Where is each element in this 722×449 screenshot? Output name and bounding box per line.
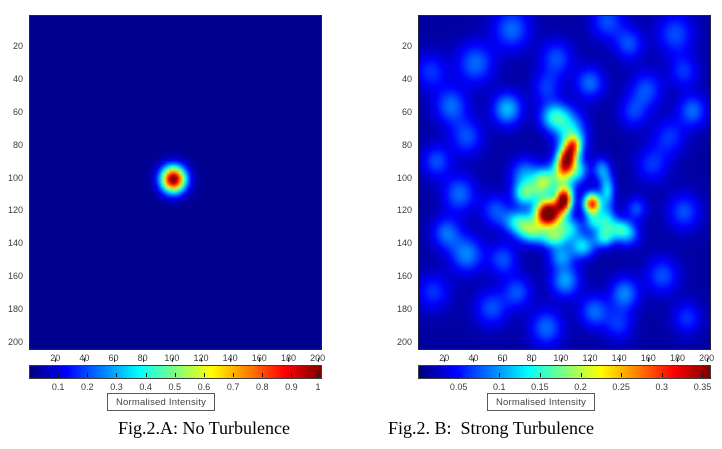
y-tick-label: 20 [401, 41, 412, 52]
colorbar-tick-label: 0.1 [51, 382, 65, 392]
colorbar-tick-label: 0.25 [612, 382, 630, 392]
x-tick-mark [171, 358, 173, 362]
colorbar-tick-label: 1 [315, 382, 321, 392]
x-tick-mark [84, 358, 86, 362]
caption-fig-a: Fig.2.A: No Turbulence [118, 418, 291, 438]
y-tick-label: 120 [396, 205, 412, 216]
colorbar-tick-label: 0.7 [226, 382, 240, 392]
y-tick-label: 180 [7, 303, 23, 314]
colorbar-tick-mark [291, 373, 293, 377]
y-tick-label: 160 [7, 271, 23, 282]
x-tick-mark [590, 358, 591, 362]
colorbar-tick-mark [87, 373, 89, 377]
x-tick-mark [142, 358, 144, 362]
heatmap-plot-a [29, 15, 322, 350]
colorbar-tick-mark [145, 373, 147, 377]
x-tick-mark [113, 358, 115, 362]
colorbar-tick-label: 0.05 [449, 382, 468, 392]
colorbar-tick-mark [233, 373, 235, 377]
colorbar-tick-label: 0.3 [655, 382, 669, 392]
colorbar-tick-label: 0.35 [693, 382, 712, 392]
x-tick-mark [201, 358, 202, 362]
colorbar-tick-label: 0.15 [531, 382, 549, 392]
colorbar-tick-mark [318, 373, 319, 377]
y-tick-label: 140 [7, 238, 23, 249]
colorbar-tick-label: 0.2 [81, 382, 94, 392]
caption-fig-b: Fig.2. B: Strong Turbulence [388, 418, 595, 438]
colorbar-tick-mark [621, 373, 623, 377]
colorbar-tick-mark [174, 373, 176, 377]
y-tick-label: 140 [396, 238, 412, 249]
x-tick-mark [648, 358, 650, 362]
y-tick-label: 40 [401, 74, 412, 85]
colorbar-tick-label: 0.3 [110, 382, 123, 392]
heatmap-plot-b [418, 15, 711, 350]
x-tick-mark [706, 358, 708, 362]
y-tick-label: 80 [12, 139, 23, 150]
colorbar-tick-mark [499, 373, 501, 377]
x-tick-mark [560, 358, 562, 362]
colorbar-tick-label: 0.1 [493, 382, 506, 392]
y-tick-label: 20 [12, 41, 23, 52]
colorbar-tick-label: 0.4 [139, 382, 152, 392]
colorbar-tick-mark [203, 373, 205, 377]
y-tick-label: 180 [396, 303, 412, 314]
colorbar-tick-mark [580, 373, 582, 377]
colorbar-title-a: Normalised Intensity [115, 396, 207, 408]
x-tick-mark [502, 358, 504, 362]
colorbar-title-box-a: Normalised Intensity [107, 393, 215, 411]
x-tick-mark [230, 358, 232, 362]
heatmap-canvas-a [30, 16, 321, 349]
x-tick-mark [288, 358, 290, 362]
colorbar-title-box-b: Normalised Intensity [487, 393, 595, 411]
colorbar-title-b: Normalised Intensity [495, 396, 587, 408]
colorbar-tick-mark [458, 373, 460, 377]
colorbar-tick-label: 0.9 [285, 382, 298, 392]
colorbar-tick-mark [58, 373, 60, 377]
y-tick-label: 80 [401, 139, 412, 150]
colorbar-tick-label: 0.8 [255, 382, 269, 392]
x-tick-mark [444, 358, 446, 362]
colorbar-tick-mark [661, 373, 663, 377]
colorbar-tick-label: 0.5 [168, 382, 182, 392]
colorbar-gradient-a [30, 366, 321, 378]
x-tick-mark [677, 358, 679, 362]
y-tick-label: 100 [7, 172, 23, 183]
x-tick-mark [55, 358, 57, 362]
y-tick-label: 60 [12, 106, 23, 117]
y-tick-label: 100 [396, 172, 412, 183]
colorbar-tick-label: 0.6 [197, 382, 211, 392]
x-tick-mark [317, 358, 319, 362]
colorbar-tick-mark [262, 373, 264, 377]
x-tick-mark [531, 358, 533, 362]
x-tick-mark [619, 358, 621, 362]
x-tick-mark [473, 358, 475, 362]
y-tick-label: 200 [396, 336, 412, 347]
colorbar-tick-mark [539, 373, 541, 377]
colorbar-tick-mark [702, 373, 704, 377]
colorbar-gradient-b [419, 366, 710, 378]
y-tick-label: 160 [396, 271, 412, 282]
y-tick-label: 120 [7, 205, 23, 216]
heatmap-canvas-b [419, 16, 710, 349]
colorbar-b [418, 365, 711, 379]
y-tick-label: 60 [401, 106, 412, 117]
colorbar-tick-label: 0.2 [574, 382, 587, 392]
y-tick-label: 40 [12, 74, 23, 85]
x-tick-mark [259, 358, 261, 362]
y-tick-label: 200 [7, 336, 23, 347]
colorbar-tick-mark [116, 373, 118, 377]
colorbar-a [29, 365, 322, 379]
